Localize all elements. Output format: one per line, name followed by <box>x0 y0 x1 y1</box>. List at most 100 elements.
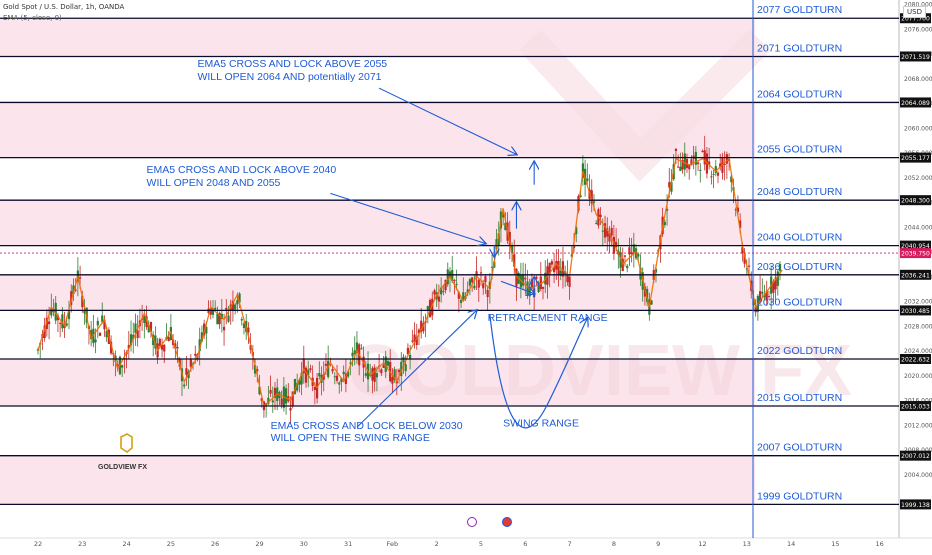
candle-body <box>160 344 164 350</box>
candle-body <box>205 326 208 334</box>
annotation-text[interactable]: WILL OPEN 2048 AND 2055 <box>147 177 281 189</box>
candle-body <box>716 172 720 176</box>
x-tick-label: 5 <box>479 540 483 548</box>
annotation-text[interactable]: WILL OPEN THE SWING RANGE <box>271 432 430 444</box>
event-flag-icon[interactable] <box>502 517 512 527</box>
candle-body <box>397 369 401 373</box>
y-tick-label: 2020.000 <box>904 373 932 380</box>
annotation-text[interactable]: EMA5 CROSS AND LOCK ABOVE 2040 <box>147 164 337 176</box>
candle-body <box>360 348 363 350</box>
candle-body <box>442 291 445 293</box>
candle-body <box>758 291 762 303</box>
candle-body <box>550 261 553 265</box>
candle-body <box>351 352 354 357</box>
candle-body <box>344 373 347 384</box>
candle-body <box>471 277 474 283</box>
level-price-badge-text: 2077.700 <box>901 16 930 23</box>
candle-body <box>761 291 764 294</box>
currency-button[interactable]: USD <box>903 6 926 18</box>
y-tick-label: 2012.000 <box>904 422 932 429</box>
level-label: 2055 GOLDTURN <box>757 144 842 156</box>
candle-body <box>236 300 239 305</box>
candle-body <box>626 265 629 269</box>
candle-body <box>741 247 744 254</box>
event-lightning-icon[interactable] <box>467 517 477 527</box>
candle-body <box>94 339 97 343</box>
candle-body <box>674 148 678 152</box>
candle-body <box>575 227 578 235</box>
candle-body <box>56 315 60 321</box>
candle-body <box>318 373 321 377</box>
candle-body <box>437 296 441 302</box>
level-label: 2071 GOLDTURN <box>757 42 842 54</box>
candle-body <box>154 335 157 349</box>
annotation-text[interactable]: SWING RANGE <box>503 418 579 430</box>
annotation-text[interactable]: RETRACEMENT RANGE <box>488 312 608 324</box>
swing-range-curve[interactable] <box>489 314 587 429</box>
candle-body <box>158 338 161 346</box>
candle-body <box>603 223 607 238</box>
candle-body <box>730 176 733 183</box>
level-price-badge-text: 2064.089 <box>901 100 930 107</box>
candle-body <box>608 233 611 242</box>
candle-body <box>200 332 204 342</box>
candle-body <box>260 398 263 401</box>
candle-body <box>61 314 64 329</box>
candle-body <box>710 176 713 178</box>
candle-body <box>679 166 682 171</box>
candle-body <box>433 290 436 295</box>
candle-body <box>59 322 62 324</box>
candle-body <box>446 269 449 285</box>
x-tick-label: 31 <box>344 540 352 548</box>
candle-body <box>515 268 518 287</box>
candle-body <box>355 342 359 353</box>
level-zone <box>0 455 755 505</box>
candle-body <box>668 182 671 188</box>
candle-body <box>364 373 367 376</box>
x-tick-label: Feb <box>387 540 399 548</box>
candle-body <box>683 153 686 170</box>
candle-body <box>497 233 500 246</box>
indicator-label[interactable]: EMA (5, close, 0) <box>3 14 62 22</box>
y-tick-label: 2024.000 <box>904 348 932 355</box>
annotation-arrow[interactable] <box>356 310 477 428</box>
candle-body <box>211 308 215 315</box>
candle-body <box>280 398 283 405</box>
candle-body <box>338 382 341 385</box>
candle-body <box>105 330 108 338</box>
candle-body <box>623 255 627 257</box>
candle-body <box>145 316 148 328</box>
annotation-arrow[interactable] <box>330 192 485 243</box>
candle-body <box>411 340 414 342</box>
brand-watermark: GOLDVIEW FX <box>348 331 852 411</box>
y-tick-label: 2044.000 <box>904 224 932 231</box>
x-tick-label: 16 <box>876 540 884 548</box>
candle-body <box>462 292 465 301</box>
annotation-text[interactable]: EMA5 CROSS AND LOCK BELOW 2030 <box>271 420 463 432</box>
candle-body <box>599 214 602 218</box>
candle-body <box>269 389 272 394</box>
candle-body <box>559 270 562 276</box>
candle-body <box>65 323 68 326</box>
annotation-text[interactable]: WILL OPEN 2064 AND potentially 2071 <box>197 71 381 83</box>
candle-body <box>76 270 79 282</box>
level-price-badge-text: 1999.138 <box>901 502 930 509</box>
candle-body <box>415 336 418 346</box>
level-price-badge <box>900 240 931 251</box>
candle-body <box>375 373 378 378</box>
annotation-arrow[interactable] <box>500 280 534 293</box>
level-price-badge <box>900 354 931 365</box>
candle-body <box>307 369 310 376</box>
y-tick-label: 2060.000 <box>904 125 932 132</box>
candle-body <box>681 160 684 170</box>
annotation-arrow[interactable] <box>378 87 516 154</box>
annotation-text[interactable]: EMA5 CROSS AND LOCK ABOVE 2055 <box>197 58 387 70</box>
candle-body <box>475 271 478 277</box>
level-price-badge-text: 2022.632 <box>901 357 930 364</box>
candle-body <box>353 350 356 355</box>
candle-body <box>420 320 423 333</box>
level-price-badge <box>900 51 931 62</box>
candle-body <box>247 327 250 333</box>
